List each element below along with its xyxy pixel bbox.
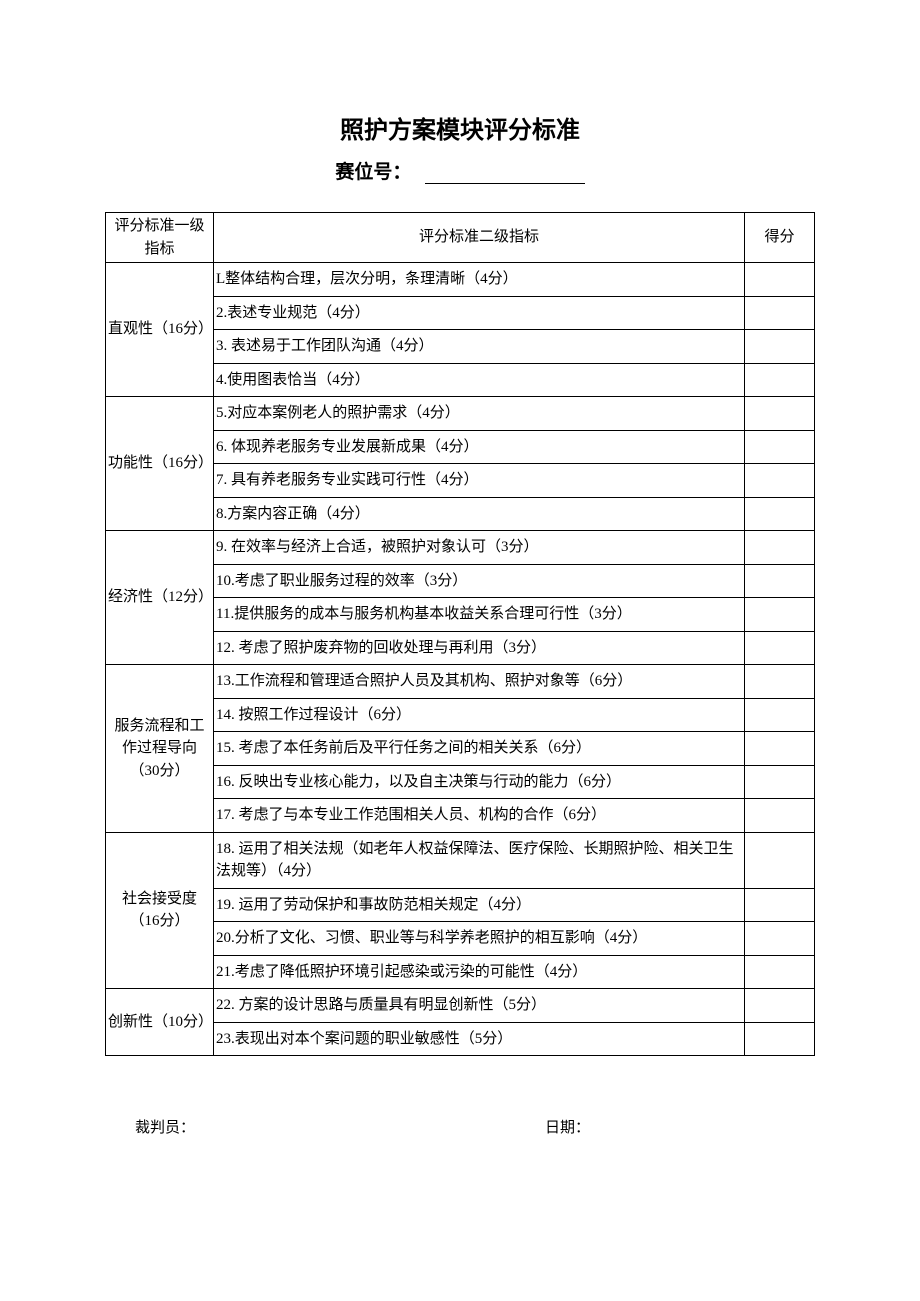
criteria-cell: 8.方案内容正确（4分） [214,497,745,531]
criteria-cell: 20.分析了文化、习惯、职业等与科学养老照护的相互影响（4分） [214,922,745,956]
score-cell[interactable] [745,765,815,799]
header-level1: 评分标准一级指标 [106,213,214,263]
table-row: 创新性（10分） 22. 方案的设计思路与质量具有明显创新性（5分） [106,989,815,1023]
score-cell[interactable] [745,922,815,956]
criteria-cell: 2.表述专业规范（4分） [214,296,745,330]
score-cell[interactable] [745,296,815,330]
score-cell[interactable] [745,430,815,464]
criteria-cell: 7. 具有养老服务专业实践可行性（4分） [214,464,745,498]
score-cell[interactable] [745,330,815,364]
category-cell: 服务流程和工作过程导向（30分） [106,665,214,833]
seat-number-row: 赛位号： [105,157,815,184]
score-cell[interactable] [745,1022,815,1056]
criteria-cell: 15. 考虑了本任务前后及平行任务之间的相关关系（6分） [214,732,745,766]
header-level2: 评分标准二级指标 [214,213,745,263]
table-row: 服务流程和工作过程导向（30分） 13.工作流程和管理适合照护人员及其机构、照护… [106,665,815,699]
table-row: 功能性（16分） 5.对应本案例老人的照护需求（4分） [106,397,815,431]
criteria-cell: 10.考虑了职业服务过程的效率（3分） [214,564,745,598]
score-cell[interactable] [745,531,815,565]
criteria-cell: 16. 反映出专业核心能力，以及自主决策与行动的能力（6分） [214,765,745,799]
table-row: 社会接受度（16分） 18. 运用了相关法规（如老年人权益保障法、医疗保险、长期… [106,832,815,888]
criteria-cell: 22. 方案的设计思路与质量具有明显创新性（5分） [214,989,745,1023]
criteria-cell: 21.考虑了降低照护环境引起感染或污染的可能性（4分） [214,955,745,989]
score-cell[interactable] [745,631,815,665]
score-cell[interactable] [745,888,815,922]
table-row: 经济性（12分） 9. 在效率与经济上合适，被照护对象认可（3分） [106,531,815,565]
criteria-cell: 11.提供服务的成本与服务机构基本收益关系合理可行性（3分） [214,598,745,632]
score-cell[interactable] [745,464,815,498]
score-cell[interactable] [745,799,815,833]
score-cell[interactable] [745,732,815,766]
criteria-cell: 3. 表述易于工作团队沟通（4分） [214,330,745,364]
criteria-cell: L整体结构合理，层次分明，条理清晰（4分） [214,263,745,297]
criteria-cell: 5.对应本案例老人的照护需求（4分） [214,397,745,431]
criteria-cell: 6. 体现养老服务专业发展新成果（4分） [214,430,745,464]
score-cell[interactable] [745,832,815,888]
judge-label: 裁判员： [135,1116,545,1137]
category-cell: 直观性（16分） [106,263,214,397]
seat-number-label: 赛位号： [335,162,411,183]
criteria-cell: 4.使用图表恰当（4分） [214,363,745,397]
score-cell[interactable] [745,564,815,598]
date-label: 日期： [545,1116,815,1137]
table-body: 直观性（16分） L整体结构合理，层次分明，条理清晰（4分） 2.表述专业规范（… [106,263,815,1056]
category-cell: 功能性（16分） [106,397,214,531]
criteria-cell: 17. 考虑了与本专业工作范围相关人员、机构的合作（6分） [214,799,745,833]
criteria-cell: 9. 在效率与经济上合适，被照护对象认可（3分） [214,531,745,565]
category-cell: 经济性（12分） [106,531,214,665]
document-title: 照护方案模块评分标准 [105,110,815,145]
table-header-row: 评分标准一级指标 评分标准二级指标 得分 [106,213,815,263]
scoring-table: 评分标准一级指标 评分标准二级指标 得分 直观性（16分） L整体结构合理，层次… [105,212,815,1056]
criteria-cell: 18. 运用了相关法规（如老年人权益保障法、医疗保险、长期照护险、相关卫生法规等… [214,832,745,888]
score-cell[interactable] [745,955,815,989]
score-cell[interactable] [745,665,815,699]
score-cell[interactable] [745,263,815,297]
header-score: 得分 [745,213,815,263]
criteria-cell: 23.表现出对本个案问题的职业敏感性（5分） [214,1022,745,1056]
score-cell[interactable] [745,497,815,531]
seat-number-blank[interactable] [425,183,585,184]
score-cell[interactable] [745,397,815,431]
category-cell: 创新性（10分） [106,989,214,1056]
criteria-cell: 12. 考虑了照护废弃物的回收处理与再利用（3分） [214,631,745,665]
table-row: 直观性（16分） L整体结构合理，层次分明，条理清晰（4分） [106,263,815,297]
footer-row: 裁判员： 日期： [105,1116,815,1137]
score-cell[interactable] [745,989,815,1023]
criteria-cell: 14. 按照工作过程设计（6分） [214,698,745,732]
criteria-cell: 19. 运用了劳动保护和事故防范相关规定（4分） [214,888,745,922]
score-cell[interactable] [745,598,815,632]
criteria-cell: 13.工作流程和管理适合照护人员及其机构、照护对象等（6分） [214,665,745,699]
score-cell[interactable] [745,698,815,732]
category-cell: 社会接受度（16分） [106,832,214,989]
score-cell[interactable] [745,363,815,397]
